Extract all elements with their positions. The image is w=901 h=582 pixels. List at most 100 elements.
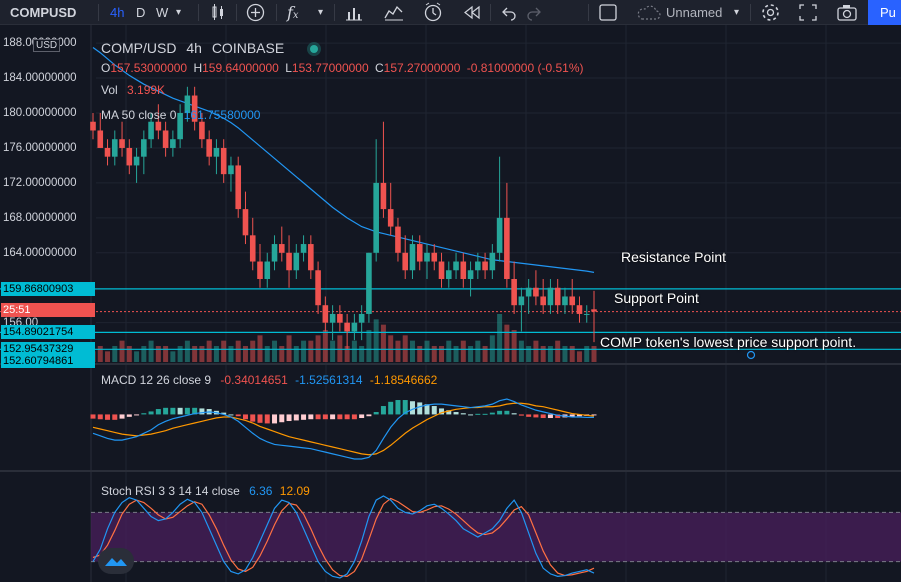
volume-bar [286,335,292,362]
macd-histogram-bar [460,413,466,415]
volume-value: 3.199K [127,83,166,97]
high-label: H [193,61,203,75]
candle-body [329,313,336,323]
candle-body [344,322,350,332]
price-label-support: 154.89021754 [1,325,95,340]
candle-body [358,313,365,323]
ohlc-legend: O157.53000000 H159.64000000 L153.7700000… [101,61,584,75]
macd-label: MACD 12 26 close 9 [101,373,212,387]
interval-dropdown-icon[interactable]: ▾ [176,7,182,18]
undo-icon[interactable] [500,4,516,29]
settings-gear-icon[interactable] [760,2,781,27]
close-label: C [374,61,384,75]
volume-bar [221,340,227,362]
volume-bar [439,346,445,362]
interval-w[interactable]: W [156,5,169,20]
ma-legend[interactable]: MA 50 close 0 161.75580000 [101,108,260,122]
volume-bar [213,346,219,362]
fullscreen-icon[interactable] [798,3,818,28]
macd-histogram-bar [141,413,147,415]
macd-histogram-bar [388,401,394,415]
add-indicator-icon[interactable] [245,2,266,27]
candle-body [525,287,532,297]
candle-body [242,209,249,236]
symbol-search[interactable]: COMPUSD [10,5,77,20]
replay-icon[interactable] [463,4,481,29]
lowest-support-annotation[interactable]: COMP token's lowest price support point. [600,334,857,350]
cloud-icon[interactable] [636,3,662,28]
candle-body [264,261,271,279]
macd-legend[interactable]: MACD 12 26 close 9 -0.34014651 -1.525613… [101,373,437,387]
candle-body [257,261,263,279]
stoch-band [91,512,901,562]
macd-histogram-bar [526,414,532,417]
layout-dropdown-icon[interactable]: ▾ [734,7,740,18]
currency-badge[interactable]: USD [33,39,61,52]
candle-body [184,95,191,113]
candle-body [380,182,387,210]
compare-icon[interactable] [383,3,405,28]
tradingview-logo-icon[interactable] [98,548,134,574]
macd-histogram-bar [569,414,575,417]
stoch-label: Stoch RSI 3 3 14 14 close [101,484,240,498]
candle-body [133,156,140,166]
macd-histogram-bar [192,407,198,415]
camera-snapshot-icon[interactable] [836,3,858,28]
alert-clock-icon[interactable] [422,2,444,27]
candle-body [220,147,227,175]
price-tick: 180.00000000 [3,107,77,119]
volume-legend[interactable]: Vol 3.199K [101,83,165,97]
volume-bar [272,340,278,362]
support-annotation[interactable]: Support Point [614,290,699,306]
candle-body [206,139,212,157]
close-value: 157.27000000 [383,61,461,75]
macd-histogram-bar [184,407,190,415]
resistance-annotation[interactable]: Resistance Point [621,249,727,265]
bar-chart-icon[interactable] [344,3,364,28]
volume-bar [155,346,161,362]
candle-body [424,252,430,262]
macd-histogram-bar [148,411,154,415]
layout-name[interactable]: Unnamed [666,5,723,20]
open-value: 157.53000000 [110,61,188,75]
top-toolbar: COMPUSD 4h D W ▾ fx ▾ [0,0,901,25]
interval-d[interactable]: D [136,5,146,20]
volume-bar [409,340,415,362]
candle-body [126,147,133,166]
chart-canvas[interactable] [0,25,901,582]
macd-histogram-bar [257,414,263,423]
volume-bar [584,346,590,362]
symbol-title[interactable]: COMP/USD [101,40,177,56]
fullscreen-square-icon[interactable] [598,3,618,28]
macd-histogram-bar [540,414,546,419]
volume-bar [293,346,299,362]
target-marker [746,350,756,360]
candle-body [249,235,256,262]
redo-icon[interactable] [527,4,543,29]
stoch-d-value: 12.09 [279,484,310,498]
macd-histogram-bar [286,414,292,422]
interval-4h[interactable]: 4h [110,5,125,20]
macd-histogram-bar [315,414,321,420]
volume-bar [250,340,256,362]
volume-bar [315,335,321,362]
macd-histogram-bar [344,414,350,420]
exchange-label: COINBASE [211,40,285,56]
volume-bar [482,346,488,362]
indicators-fx-icon[interactable]: fx [287,3,299,22]
ma-line [92,46,595,273]
candles-icon[interactable] [210,3,226,28]
candle-body [475,261,481,271]
market-status-dot [310,45,319,54]
macd-histogram-bar [453,412,459,415]
candle-body [141,139,147,157]
indicators-dropdown-icon[interactable]: ▾ [318,7,324,18]
candle-body [191,95,198,122]
macd-histogram-bar [279,414,285,423]
macd-histogram-bar [126,414,132,417]
publish-button[interactable]: Pu [868,0,901,25]
candle-body [453,261,459,271]
stoch-legend[interactable]: Stoch RSI 3 3 14 14 close 6.36 12.09 [101,484,310,498]
candle-body [337,313,343,323]
candle-body [235,165,242,210]
